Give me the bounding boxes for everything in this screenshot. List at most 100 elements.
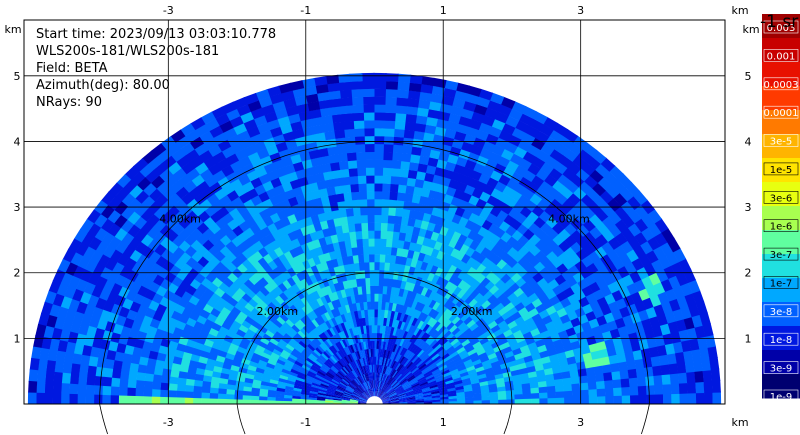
sweep-cell (300, 269, 310, 280)
sweep-cell (348, 328, 355, 337)
sweep-cell (382, 399, 391, 403)
sweep-cell (318, 155, 331, 166)
sweep-cell (462, 100, 477, 112)
sweep-cell (495, 332, 506, 342)
sweep-cell (496, 386, 506, 392)
sweep-cell (518, 157, 532, 171)
sweep-cell (355, 151, 366, 161)
sweep-cell (571, 382, 581, 391)
sweep-cell (511, 347, 522, 356)
sweep-cell (209, 398, 218, 404)
sweep-cell (388, 199, 397, 209)
sweep-cell (429, 181, 441, 192)
sweep-cell (498, 399, 507, 404)
sweep-cell (83, 304, 96, 318)
sweep-cell (335, 387, 345, 393)
sweep-cell (406, 373, 414, 380)
sweep-cell (75, 242, 89, 257)
sweep-cell (310, 386, 320, 391)
sweep-cell (342, 393, 352, 397)
sweep-cell (463, 358, 473, 366)
sweep-cell (271, 372, 281, 379)
sweep-cell (324, 285, 333, 295)
sweep-cell (129, 362, 139, 373)
sweep-cell (387, 207, 397, 216)
sweep-cell (77, 255, 91, 271)
sweep-cell (186, 372, 196, 381)
sweep-cell (36, 370, 47, 383)
sweep-cell (396, 320, 403, 330)
sweep-cell (390, 399, 400, 402)
sweep-cell (29, 357, 40, 372)
sweep-cell (276, 116, 291, 128)
sweep-cell (296, 262, 306, 273)
sweep-cell (666, 237, 681, 253)
sweep-cell (388, 391, 397, 397)
sweep-cell (650, 258, 664, 273)
sweep-cell (638, 253, 652, 268)
colorbar-label: 1e-7 (770, 279, 793, 290)
sweep-cell (111, 262, 125, 276)
sweep-cell (108, 182, 124, 198)
sweep-cell (171, 363, 181, 372)
sweep-cell (333, 352, 341, 361)
sweep-cell (424, 358, 434, 366)
sweep-cell (323, 340, 331, 349)
sweep-cell (99, 309, 112, 322)
sweep-cell (347, 354, 353, 363)
sweep-cell (243, 279, 255, 290)
sweep-cell (490, 340, 501, 349)
sweep-cell (399, 329, 406, 339)
sweep-cell (381, 373, 385, 382)
sweep-cell (380, 394, 389, 400)
sweep-cell (559, 364, 570, 373)
sweep-cell (496, 292, 508, 303)
sweep-cell (327, 386, 337, 391)
sweep-cell (324, 138, 337, 149)
sweep-cell (323, 268, 332, 279)
sweep-cell (226, 384, 236, 391)
sweep-cell (221, 321, 232, 331)
sweep-cell (611, 370, 621, 381)
sweep-cell (405, 105, 419, 116)
sweep-cell (387, 377, 394, 385)
sweep-cell (323, 330, 331, 339)
sweep-cell (468, 371, 478, 378)
sweep-cell (381, 199, 390, 208)
sweep-cell (371, 340, 375, 349)
sweep-cell (469, 351, 479, 360)
sweep-cell (542, 116, 559, 131)
sweep-cell (460, 374, 470, 381)
sweep-cell (203, 369, 214, 378)
sweep-cell (357, 385, 364, 393)
sweep-cell (312, 362, 322, 369)
sweep-cell (409, 258, 418, 268)
sweep-cell (316, 279, 326, 290)
sweep-cell (480, 246, 491, 258)
sweep-cell (386, 375, 392, 384)
sweep-cell (337, 73, 351, 83)
sweep-cell (431, 353, 440, 361)
sweep-cell (539, 391, 548, 399)
sweep-cell (371, 332, 375, 342)
sweep-cell (351, 394, 360, 399)
sweep-cell (381, 395, 390, 401)
sweep-cell (420, 352, 429, 361)
sweep-cell (490, 274, 501, 286)
sweep-cell (309, 388, 319, 393)
sweep-cell (691, 289, 705, 305)
sweep-cell (364, 357, 368, 366)
sweep-cell (403, 264, 411, 275)
sweep-cell (169, 376, 179, 385)
sweep-cell (239, 111, 255, 124)
sweep-cell (299, 118, 313, 130)
sweep-cell (680, 339, 692, 353)
sweep-cell (640, 347, 651, 359)
sweep-cell (283, 346, 293, 355)
sweep-cell (387, 302, 394, 311)
sweep-cell (459, 300, 469, 311)
sweep-cell (109, 249, 123, 263)
sweep-cell (411, 335, 419, 344)
sweep-cell (398, 396, 408, 400)
sweep-cell (299, 184, 311, 195)
